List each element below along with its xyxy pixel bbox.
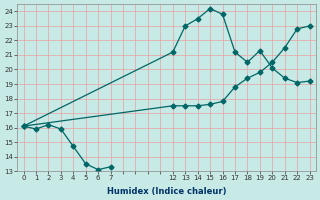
X-axis label: Humidex (Indice chaleur): Humidex (Indice chaleur) [107, 187, 226, 196]
